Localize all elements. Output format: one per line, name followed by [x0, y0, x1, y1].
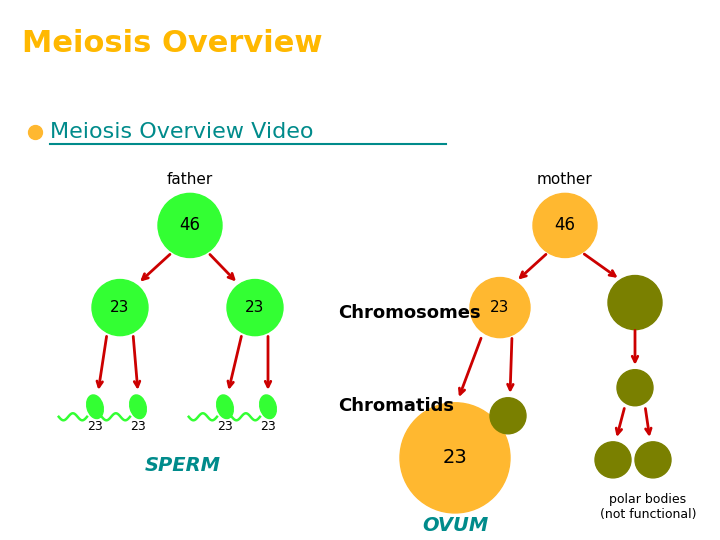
Text: Meiosis Overview: Meiosis Overview: [22, 29, 322, 58]
Ellipse shape: [130, 395, 146, 418]
Text: mother: mother: [537, 172, 593, 187]
Circle shape: [227, 280, 283, 336]
Ellipse shape: [217, 395, 233, 418]
Circle shape: [470, 278, 530, 338]
Circle shape: [533, 193, 597, 258]
Circle shape: [617, 370, 653, 406]
Text: 23: 23: [217, 420, 233, 433]
Text: 46: 46: [554, 217, 575, 234]
Text: 23: 23: [110, 300, 130, 315]
Text: 23: 23: [130, 420, 146, 433]
Text: 46: 46: [179, 217, 200, 234]
Text: Chromatids: Chromatids: [338, 397, 454, 415]
Circle shape: [490, 398, 526, 434]
Circle shape: [400, 403, 510, 513]
Text: 23: 23: [246, 300, 265, 315]
Circle shape: [158, 193, 222, 258]
Text: 23: 23: [87, 420, 103, 433]
Circle shape: [92, 280, 148, 336]
Ellipse shape: [86, 395, 104, 418]
Text: Meiosis Overview Video: Meiosis Overview Video: [50, 122, 313, 142]
Text: father: father: [167, 172, 213, 187]
Ellipse shape: [260, 395, 276, 418]
Circle shape: [595, 442, 631, 478]
Text: Chromosomes: Chromosomes: [338, 303, 481, 322]
Circle shape: [608, 275, 662, 329]
Text: SPERM: SPERM: [145, 456, 221, 475]
Text: 23: 23: [490, 300, 510, 315]
Text: OVUM: OVUM: [422, 516, 488, 536]
Text: polar bodies
(not functional): polar bodies (not functional): [600, 493, 696, 521]
Text: 23: 23: [443, 448, 467, 467]
Text: 23: 23: [260, 420, 276, 433]
Circle shape: [635, 442, 671, 478]
